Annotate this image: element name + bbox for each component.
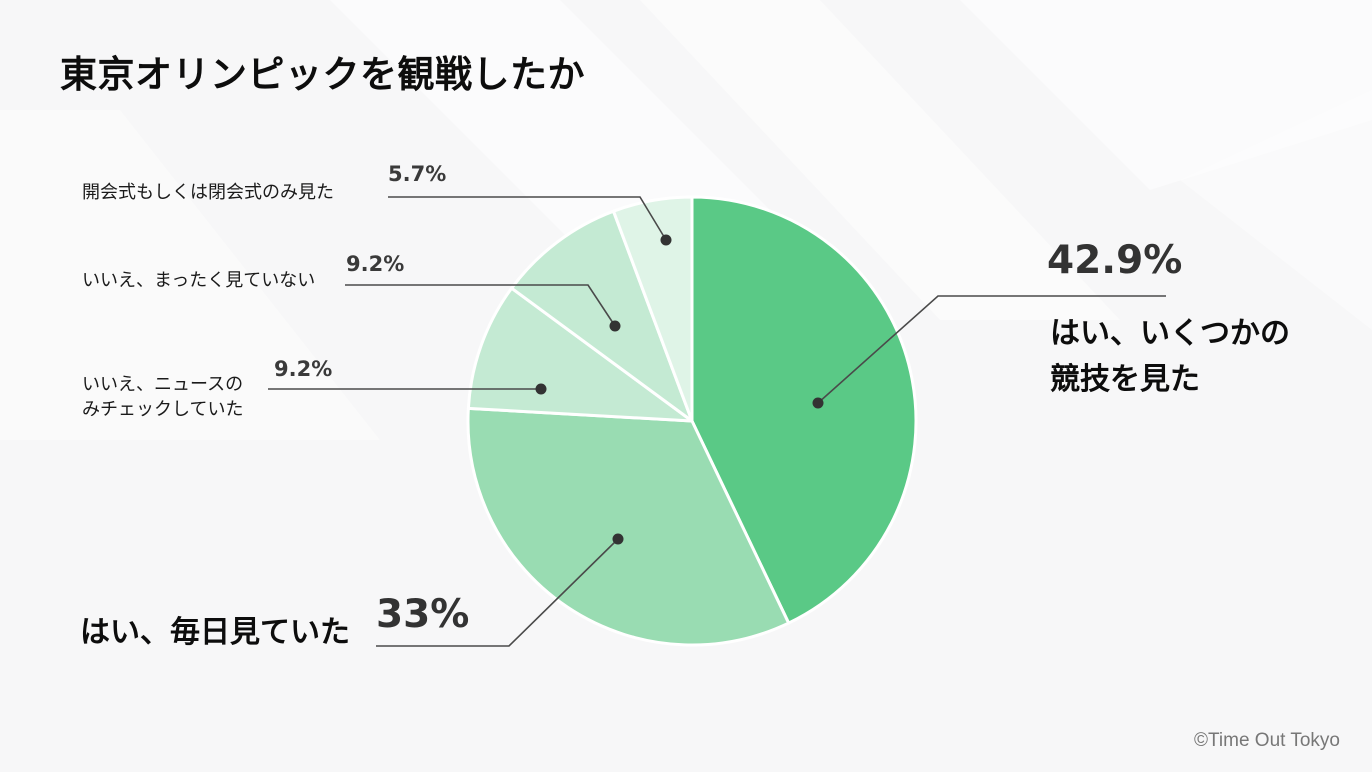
slice-label-2: いいえ、ニュースの みチェックしていた — [82, 372, 243, 422]
slice-label-0-line-1: はい、いくつかの — [1050, 316, 1290, 351]
pie-slice-4 — [611, 195, 694, 423]
leader-line-1 — [376, 538, 619, 647]
chart-title: 東京オリンピックを観戦したか — [60, 53, 585, 96]
slice-label-3-line-1: いいえ、まったく見ていない — [82, 270, 316, 291]
slice-value-label-4: 5.7% — [388, 162, 447, 186]
footer-credit: ©Time Out Tokyo — [1194, 730, 1340, 751]
slice-label-1: はい、毎日見ていた — [80, 610, 350, 656]
slice-value-label-2: 9.2% — [274, 357, 333, 381]
pie-slice-2 — [466, 286, 694, 423]
slice-label-4-line-1: 開会式もしくは閉会式のみ見た — [82, 182, 334, 203]
leader-dot-0 — [812, 397, 824, 409]
pie-slice-0 — [690, 195, 918, 625]
leader-line-4 — [388, 196, 667, 241]
slice-label-0: はい、いくつかの 競技を見た — [1050, 311, 1290, 403]
slice-value-label-0: 42.9% — [1047, 238, 1183, 283]
slice-value-label-3: 9.2% — [346, 252, 405, 276]
slice-label-2-line-2: みチェックしていた — [82, 399, 244, 420]
slice-value-label-1: 33% — [376, 592, 470, 637]
leader-dot-1 — [612, 533, 624, 545]
slice-label-2-line-1: いいえ、ニュースの — [82, 374, 244, 395]
leader-dot-2 — [535, 383, 547, 395]
leader-line-0 — [817, 295, 1166, 404]
leader-line-3 — [345, 284, 616, 327]
leader-dot-4 — [660, 234, 672, 246]
pie-slice-3 — [510, 209, 694, 423]
slice-label-4: 開会式もしくは閉会式のみ見た — [82, 180, 334, 205]
leader-dot-3 — [609, 320, 621, 332]
slice-label-3: いいえ、まったく見ていない — [82, 268, 315, 293]
pie-slice-1 — [466, 406, 791, 647]
slice-label-1-line-1: はい、毎日見ていた — [80, 615, 350, 650]
slice-label-0-line-2: 競技を見た — [1050, 362, 1200, 397]
